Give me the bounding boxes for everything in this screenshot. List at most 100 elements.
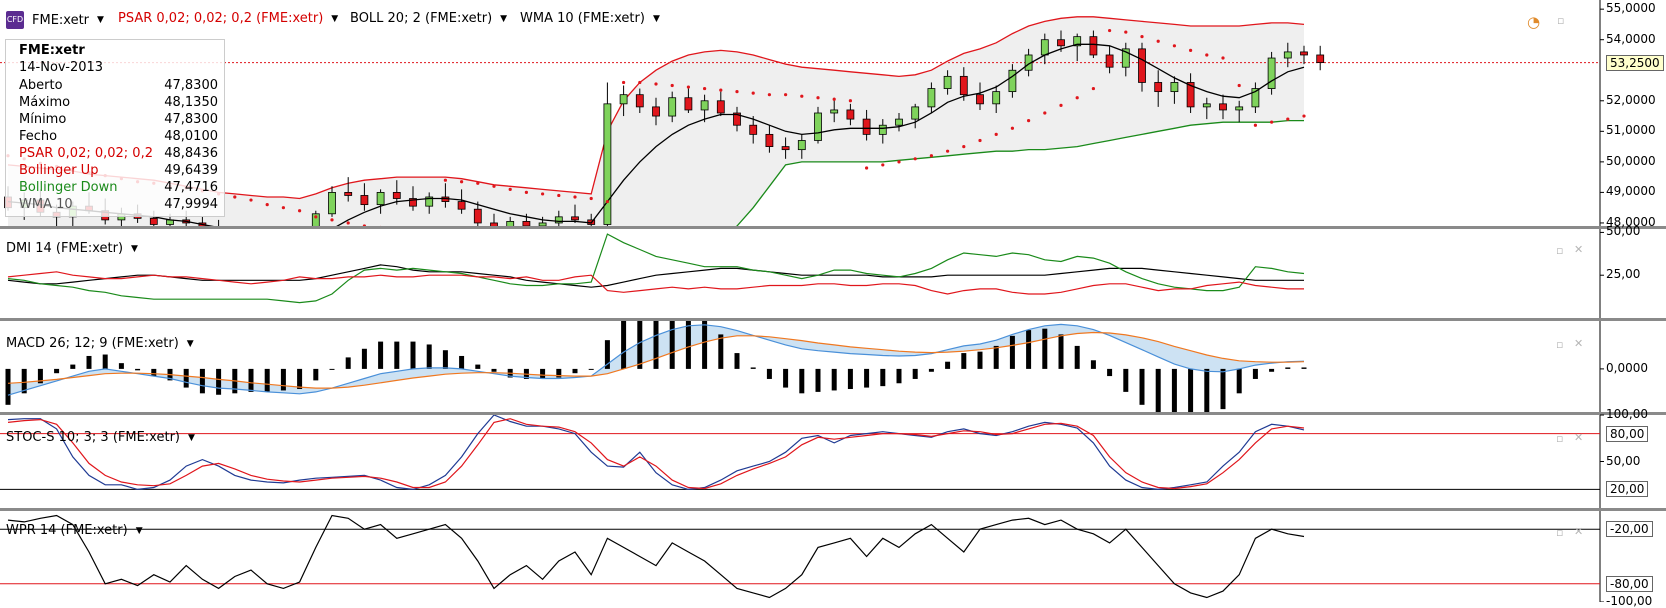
macd-histogram-bar: [54, 368, 60, 374]
macd-histogram-bar: [912, 368, 918, 379]
candle-body: [959, 75, 968, 96]
candle-body: [328, 192, 336, 215]
macd-histogram-bar: [1090, 360, 1096, 369]
psar-dot: [1302, 114, 1306, 118]
restore-icon[interactable]: ▫: [1556, 432, 1564, 445]
data-window-row-value: 48,8436: [164, 146, 218, 161]
data-window-row-label: Bollinger Down: [19, 180, 118, 195]
panel-background-wpr: [0, 511, 1666, 602]
macd-histogram-bar: [216, 368, 222, 395]
psar-dot: [557, 193, 561, 198]
clock-icon[interactable]: ◔: [1527, 13, 1541, 31]
psar-dot: [508, 187, 512, 191]
chevron-down-icon[interactable]: ▼: [500, 13, 508, 24]
close-icon[interactable]: ✕: [1574, 431, 1584, 444]
chevron-down-icon[interactable]: ▼: [331, 13, 339, 24]
candle-body: [684, 97, 693, 111]
data-window-row-label: Bollinger Up: [19, 163, 99, 178]
chevron-down-icon[interactable]: ▼: [186, 338, 194, 349]
data-window-row-label: WMA 10: [19, 197, 73, 212]
wpr-level-tag: -80,00: [1606, 575, 1653, 592]
macd-histogram-bar: [1123, 368, 1129, 392]
chevron-down-icon[interactable]: ▼: [187, 432, 195, 443]
stoch-panel-header[interactable]: STOC-S 10; 3; 3 (FME:xetr) ▼: [6, 430, 195, 445]
candle-body: [522, 221, 531, 226]
psar-dot: [1027, 119, 1031, 123]
dmi-axis-label: 25,00: [1606, 267, 1641, 282]
psar-dot: [913, 157, 917, 161]
chevron-down-icon[interactable]: ▼: [131, 243, 138, 254]
psar-dot: [654, 82, 658, 86]
psar-dot: [298, 209, 302, 213]
macd-histogram-bar: [1204, 368, 1210, 412]
macd-histogram-bar: [280, 368, 286, 391]
data-window-row-label: Fecho: [19, 129, 58, 144]
indicator-wma-header[interactable]: WMA 10 (FME:xetr) ▼: [520, 11, 660, 26]
psar-dot: [460, 180, 464, 184]
macd-histogram-bar: [151, 368, 157, 377]
psar-dot: [994, 132, 998, 136]
psar-dot: [1156, 39, 1160, 43]
macd-histogram-bar: [442, 350, 448, 369]
macd-panel-title: MACD 26; 12; 9 (FME:xetr): [6, 336, 179, 351]
candle-body: [506, 221, 515, 226]
macd-histogram-bar: [297, 368, 303, 390]
candle-body: [1316, 54, 1325, 64]
price-axis-label: 49,0000: [1606, 184, 1656, 199]
candle-body: [716, 100, 725, 114]
macd-histogram-bar: [1058, 334, 1064, 369]
close-icon[interactable]: ✕: [1574, 525, 1584, 538]
dmi-panel-header[interactable]: DMI 14 (FME:xetr) ▼: [6, 241, 138, 256]
psar-dot: [946, 149, 950, 153]
psar-dot: [962, 144, 966, 149]
macd-histogram-bar: [118, 363, 124, 369]
stoch-d-line: [7, 418, 1305, 490]
close-icon[interactable]: ✕: [1574, 243, 1584, 256]
wpr-panel-header[interactable]: WPR 14 (FME:xetr) ▼: [6, 523, 143, 538]
indicator-psar-label: PSAR 0,02; 0,02; 0,2 (FME:xetr): [118, 11, 324, 26]
macd-histogram-bar: [1026, 330, 1032, 369]
price-axis-label: 51,0000: [1606, 123, 1656, 138]
data-window-row: Fecho 48,0100: [19, 129, 218, 144]
dmi-panel-title: DMI 14 (FME:xetr): [6, 241, 124, 256]
candle-body: [344, 192, 353, 196]
candle-body: [781, 146, 790, 151]
psar-dot: [476, 181, 480, 185]
macd-plot: [5, 321, 1307, 412]
chevron-down-icon[interactable]: ▼: [97, 15, 104, 25]
close-icon[interactable]: ✕: [1574, 337, 1584, 350]
data-window-row-label: Aberto: [19, 78, 63, 93]
restore-icon[interactable]: ▫: [1556, 244, 1564, 257]
macd-histogram-bar: [685, 321, 691, 369]
macd-histogram-bar: [766, 368, 772, 379]
psar-dot: [800, 94, 804, 98]
psar-dot: [1205, 53, 1209, 57]
candle-body: [765, 133, 774, 147]
macd-histogram-bar: [5, 368, 11, 405]
psar-dot: [865, 166, 869, 170]
macd-panel-header[interactable]: MACD 26; 12; 9 (FME:xetr) ▼: [6, 336, 194, 351]
data-window-row: Mínimo 47,8300: [19, 112, 218, 127]
data-window-row-label: PSAR 0,02; 0,02; 0,2: [19, 146, 153, 161]
psar-dot: [265, 203, 269, 207]
psar-dot: [1108, 28, 1112, 33]
macd-histogram-bar: [135, 368, 141, 371]
psar-dot: [929, 154, 934, 158]
restore-icon[interactable]: ▫: [1556, 338, 1564, 351]
candle-body: [700, 100, 709, 111]
chevron-down-icon[interactable]: ▼: [652, 13, 660, 24]
main-symbol-label[interactable]: FME:xetr: [32, 12, 90, 28]
macd-axis-label: 0,0000: [1606, 360, 1648, 375]
maximize-icon[interactable]: ▫: [1557, 14, 1565, 27]
psar-dot: [589, 196, 593, 201]
psar-dot: [1237, 83, 1241, 88]
restore-icon[interactable]: ▫: [1556, 526, 1564, 539]
indicator-psar-header[interactable]: PSAR 0,02; 0,02; 0,2 (FME:xetr) ▼: [118, 11, 338, 26]
data-window-row: WMA 10 47,9994: [19, 197, 218, 212]
price-axis-label: 55,0000: [1606, 1, 1656, 16]
chevron-down-icon[interactable]: ▼: [135, 525, 143, 536]
indicator-boll-header[interactable]: BOLL 20; 2 (FME:xetr) ▼: [350, 11, 507, 26]
indicator-wma-label: WMA 10 (FME:xetr): [520, 11, 645, 26]
psar-dot: [767, 93, 772, 97]
